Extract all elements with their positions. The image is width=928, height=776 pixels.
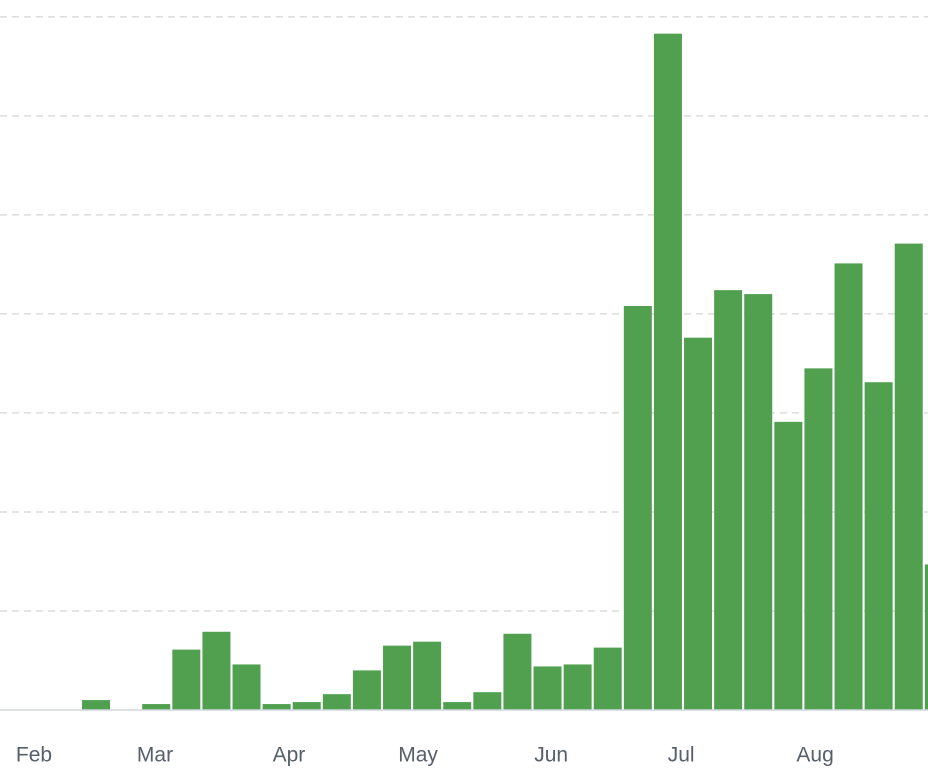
bar <box>623 305 652 710</box>
bar <box>834 263 863 710</box>
bar <box>383 645 412 710</box>
x-tick-label: May <box>398 744 438 767</box>
bar <box>503 633 532 710</box>
bar <box>473 692 502 710</box>
bar <box>232 664 261 710</box>
x-tick-label: Jun <box>534 744 568 767</box>
bar <box>653 33 682 710</box>
bar <box>262 704 291 710</box>
bar <box>714 290 743 710</box>
x-tick-label: Aug <box>796 744 833 767</box>
bar <box>82 700 111 710</box>
bar <box>563 664 592 710</box>
bar <box>774 421 803 710</box>
x-tick-label: Jul <box>668 744 695 767</box>
bar <box>322 694 351 710</box>
bar <box>172 649 201 710</box>
x-tick-label: Apr <box>273 744 306 767</box>
bar <box>292 702 321 710</box>
x-tick-label: Mar <box>137 744 173 767</box>
bar <box>804 368 833 710</box>
bar <box>413 641 442 710</box>
bar <box>533 666 562 710</box>
bar <box>352 670 381 710</box>
bar <box>894 243 923 710</box>
bar <box>864 382 893 710</box>
bar <box>744 294 773 710</box>
bar <box>684 337 713 710</box>
bar <box>202 631 231 710</box>
x-tick-label: Feb <box>16 744 52 767</box>
bar <box>142 704 171 710</box>
bar <box>924 564 928 710</box>
bar <box>593 647 622 710</box>
bar <box>443 702 472 710</box>
